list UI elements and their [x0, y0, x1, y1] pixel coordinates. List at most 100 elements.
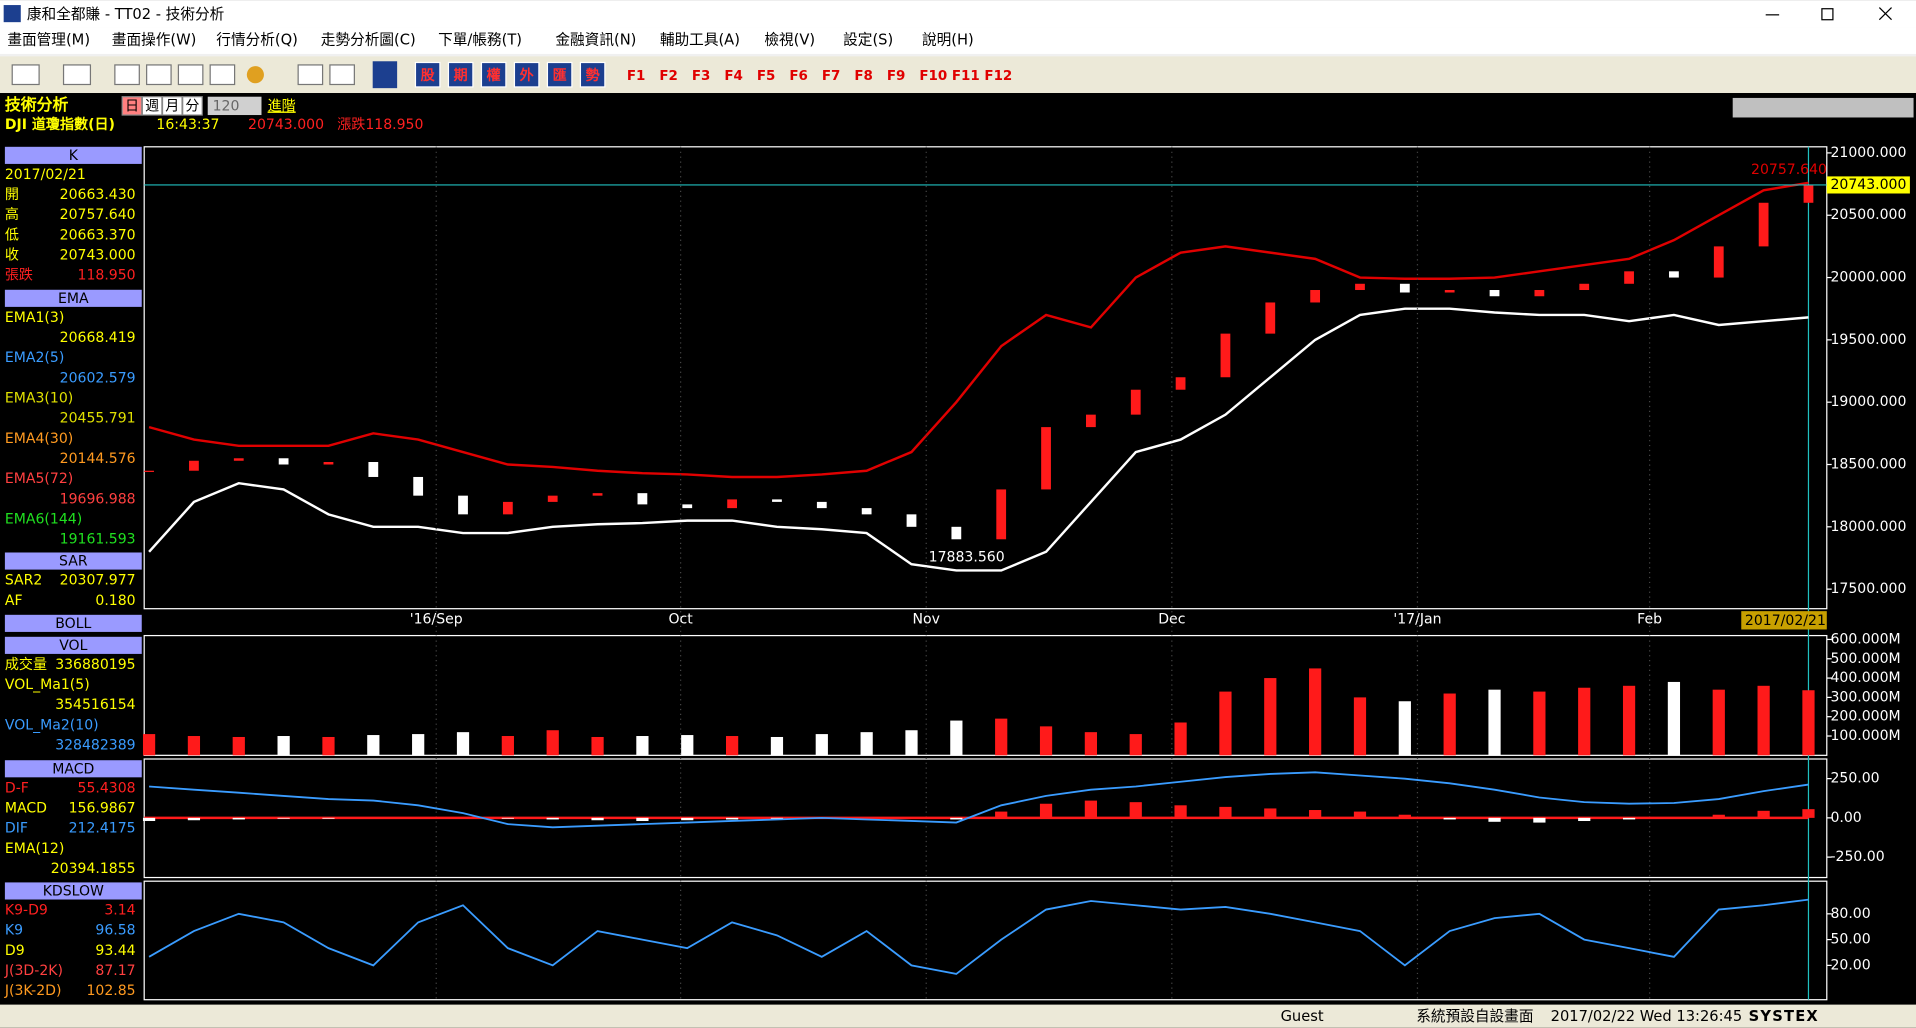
function-key[interactable]: F11	[952, 69, 980, 84]
quote-change: 漲跌118.950	[337, 117, 423, 133]
macd-bar	[1443, 817, 1456, 820]
section-title: EMA	[58, 291, 89, 307]
macd-bar	[1039, 803, 1053, 818]
row-value: 55.4308	[78, 780, 136, 796]
close-button[interactable]	[1878, 7, 1892, 21]
date-box	[1741, 611, 1827, 630]
volume-bar	[1622, 685, 1636, 756]
tool-icon[interactable]	[246, 66, 264, 84]
row-label: EMA4(30)	[5, 431, 73, 447]
volume-bar	[277, 736, 290, 756]
market-button-label[interactable]: 權	[487, 67, 501, 84]
market-button[interactable]	[546, 61, 573, 88]
market-button[interactable]	[447, 61, 474, 88]
menu-item[interactable]: 下單/帳務(T)	[438, 31, 522, 48]
market-button-label[interactable]: 勢	[586, 67, 600, 84]
function-key[interactable]: F12	[984, 69, 1012, 84]
period-label[interactable]: 日	[125, 98, 139, 114]
function-key[interactable]: F9	[887, 69, 906, 84]
function-key[interactable]: F7	[822, 69, 841, 84]
volume-bar	[636, 736, 649, 756]
function-key[interactable]: F1	[627, 69, 646, 84]
tool-icon[interactable]	[11, 64, 40, 86]
section-header[interactable]	[4, 146, 142, 164]
function-key[interactable]: F10	[919, 69, 947, 84]
tool-icon[interactable]	[62, 64, 92, 86]
last-price-box	[1826, 176, 1910, 194]
tool-icon[interactable]	[372, 61, 398, 89]
period-tab[interactable]	[182, 96, 203, 116]
market-button-label[interactable]: 期	[454, 68, 468, 84]
section-header[interactable]	[4, 882, 142, 900]
period-label[interactable]: 月	[165, 98, 179, 114]
section-header[interactable]	[4, 289, 142, 307]
menu-item[interactable]: 走勢分析圖(C)	[321, 31, 416, 48]
tool-icon[interactable]	[329, 64, 355, 86]
candle	[1220, 333, 1231, 378]
section-header[interactable]	[4, 552, 142, 570]
maximize-button[interactable]	[1821, 8, 1834, 21]
tool-icon[interactable]	[209, 64, 236, 86]
row-label: SAR2	[5, 573, 42, 589]
row-label: D-F	[5, 780, 29, 796]
x-tick-label: Oct	[668, 612, 693, 628]
macd-bar	[1622, 817, 1636, 820]
row-label: EMA5(72)	[5, 471, 73, 487]
macd-bar	[636, 817, 649, 822]
section-header[interactable]	[4, 760, 142, 778]
row-value: 20663.430	[60, 187, 136, 203]
chart-control-strip[interactable]	[1732, 97, 1914, 118]
function-key[interactable]: F4	[724, 69, 743, 84]
tool-icon[interactable]	[146, 64, 172, 86]
y-tick-label: -250.00	[1830, 849, 1884, 865]
section-header[interactable]	[4, 636, 142, 654]
function-key[interactable]: F2	[659, 69, 678, 84]
menu-item[interactable]: 畫面管理(M)	[7, 31, 90, 48]
volume-bar	[681, 735, 694, 756]
candle	[323, 462, 334, 465]
dif-line	[149, 771, 1809, 829]
section-header[interactable]	[4, 614, 142, 632]
period-label[interactable]: 週	[145, 98, 159, 114]
macd-bar	[1084, 800, 1098, 818]
volume-bar	[1398, 701, 1411, 756]
function-key[interactable]: F8	[854, 69, 873, 84]
period-label[interactable]: 分	[185, 98, 199, 114]
market-button-label[interactable]: 匯	[553, 68, 567, 84]
market-button[interactable]	[480, 61, 507, 88]
function-key[interactable]: F6	[789, 69, 808, 84]
row-label: K9	[5, 923, 23, 939]
function-key[interactable]: F5	[757, 69, 776, 84]
advanced-link[interactable]: 進階	[268, 98, 296, 114]
menu-item[interactable]: 金融資訊(N)	[555, 31, 636, 48]
tool-icon[interactable]	[114, 64, 140, 86]
menu-item[interactable]: 檢視(V)	[764, 31, 815, 48]
y-tick-label: 300.000M	[1830, 689, 1900, 705]
y-tick-label: 50.00	[1830, 932, 1870, 948]
row-label: EMA6(144)	[5, 511, 82, 527]
menu-item[interactable]: 輔助工具(A)	[660, 31, 740, 48]
menu-item[interactable]: 行情分析(Q)	[216, 31, 298, 48]
function-key[interactable]: F3	[692, 69, 711, 84]
market-button[interactable]	[414, 61, 441, 88]
market-button[interactable]	[513, 61, 540, 88]
macd-bar	[1533, 817, 1546, 823]
menu-item[interactable]: 說明(H)	[922, 31, 974, 48]
section-title: BOLL	[55, 616, 91, 632]
count-combo[interactable]	[207, 96, 262, 116]
workspace	[0, 93, 1916, 1005]
tool-icon[interactable]	[177, 64, 204, 86]
tool-icon[interactable]	[297, 64, 324, 86]
market-button[interactable]	[579, 61, 606, 88]
candle	[189, 460, 199, 471]
row-value: 20394.1855	[51, 861, 136, 877]
macd-bar	[277, 817, 290, 819]
market-button-label[interactable]: 外	[520, 67, 534, 84]
market-button-label[interactable]: 股	[421, 68, 436, 84]
menu-item[interactable]: 畫面操作(W)	[112, 31, 197, 48]
panel-frame	[143, 880, 1828, 1001]
panel-title: 技術分析	[5, 95, 69, 114]
volume-bar	[815, 734, 828, 756]
section-title: K	[69, 148, 79, 164]
menu-item[interactable]: 設定(S)	[843, 31, 893, 48]
